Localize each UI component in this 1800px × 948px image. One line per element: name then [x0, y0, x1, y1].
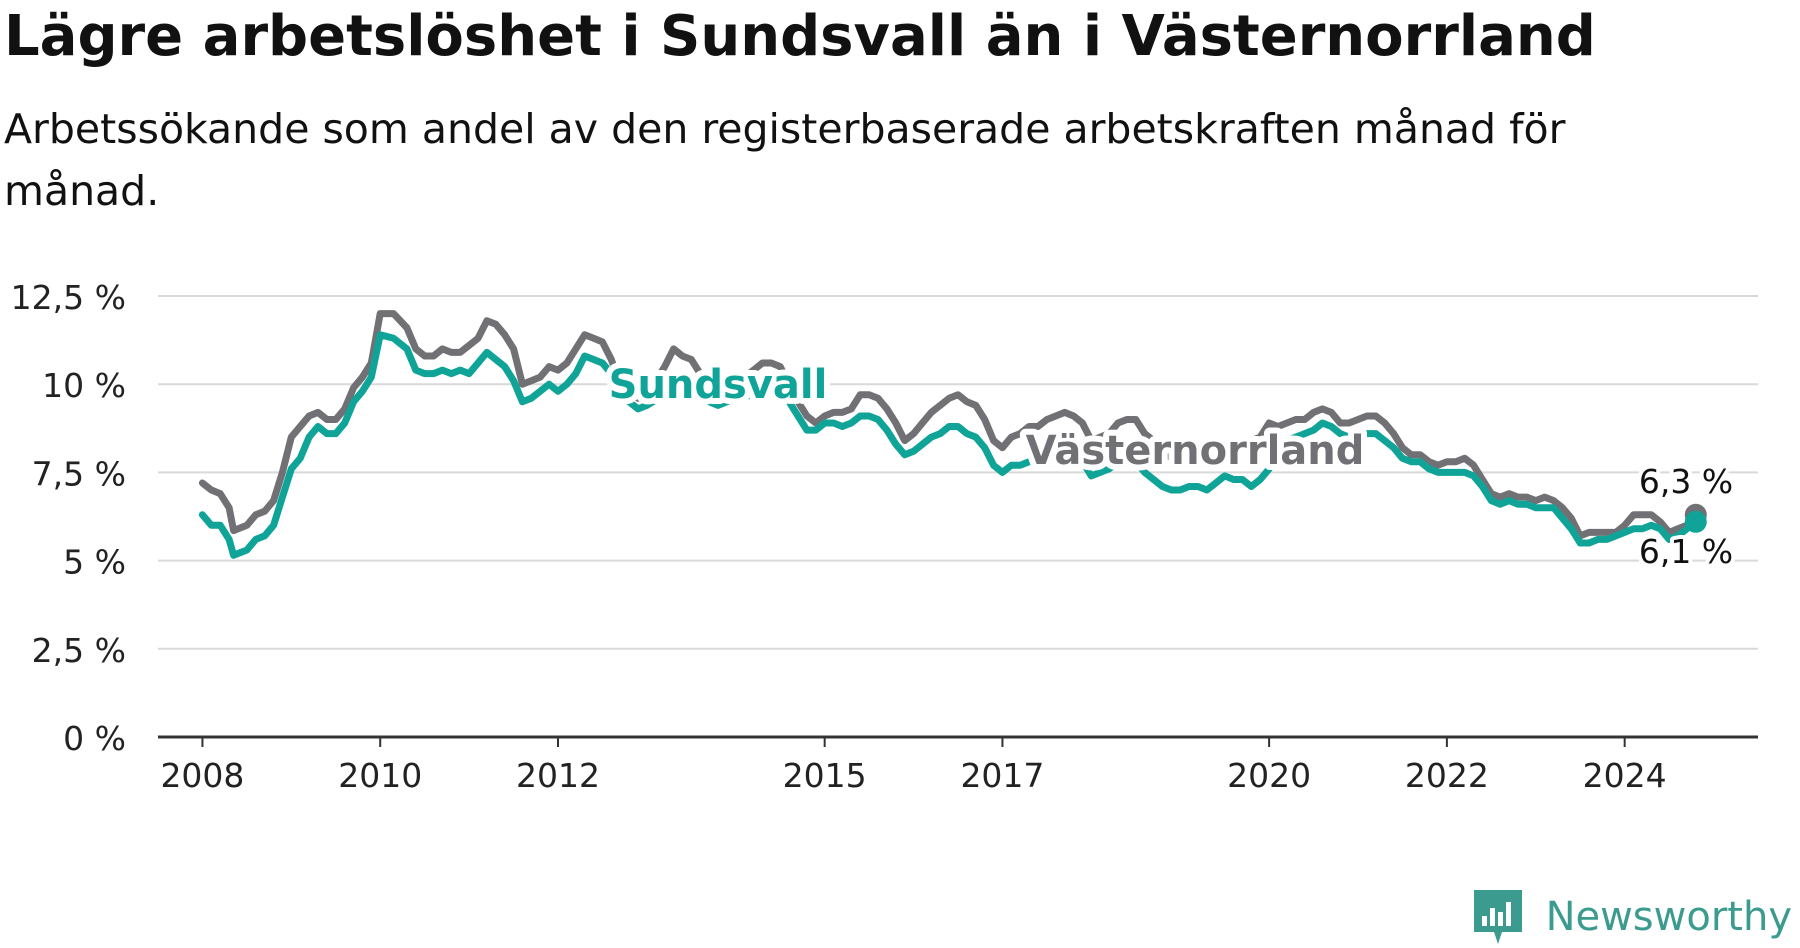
newsworthy-icon: [1474, 890, 1522, 944]
grid-lines: [158, 295, 1758, 650]
series-label-1: Sundsvall: [609, 362, 828, 408]
y-axis: 0 % 2,5 % 5 % 7,5 % 10 % 12,5 %: [11, 278, 126, 758]
x-tick-label: 2012: [516, 756, 600, 795]
brand-logo: Newsworthy: [1472, 888, 1792, 948]
x-tick-label: 2024: [1583, 756, 1667, 795]
x-tick-label: 2008: [160, 756, 244, 795]
series-end-label-0: 6,3 %: [1639, 462, 1733, 501]
chart-subtitle: Arbetssökande som andel av den registerb…: [4, 105, 1566, 215]
y-tick-label: 7,5 %: [32, 454, 126, 493]
y-tick-label: 2,5 %: [32, 631, 126, 670]
x-tick-label: 2020: [1227, 756, 1311, 795]
series-label-0: Västernorrland: [1026, 428, 1365, 474]
x-tick-label: 2022: [1405, 756, 1489, 795]
series-end-label-1: 6,1 %: [1639, 532, 1733, 571]
series-line-0: [198, 310, 1700, 540]
x-tick-label: 2015: [783, 756, 867, 795]
x-tick-label: 2010: [338, 756, 422, 795]
x-axis: 2008 2010 2012 2015 2017 2020 2022 2024: [158, 735, 1758, 795]
x-tick-label: 2017: [960, 756, 1044, 795]
chart-title: Lägre arbetslöshet i Sundsvall än i Väst…: [4, 4, 1596, 69]
y-tick-label: 5 %: [63, 543, 126, 582]
y-tick-label: 10 %: [42, 366, 126, 405]
y-tick-label: 0 %: [63, 719, 126, 758]
series-end-point-1: [1684, 510, 1707, 533]
series-line-1: [198, 331, 1700, 559]
series-lines: [198, 310, 1707, 559]
y-tick-label: 12,5 %: [11, 278, 126, 317]
series-labels: Västernorrland Sundsvall 6,3 % 6,1 %: [603, 356, 1738, 575]
brand-name: Newsworthy: [1545, 894, 1792, 940]
